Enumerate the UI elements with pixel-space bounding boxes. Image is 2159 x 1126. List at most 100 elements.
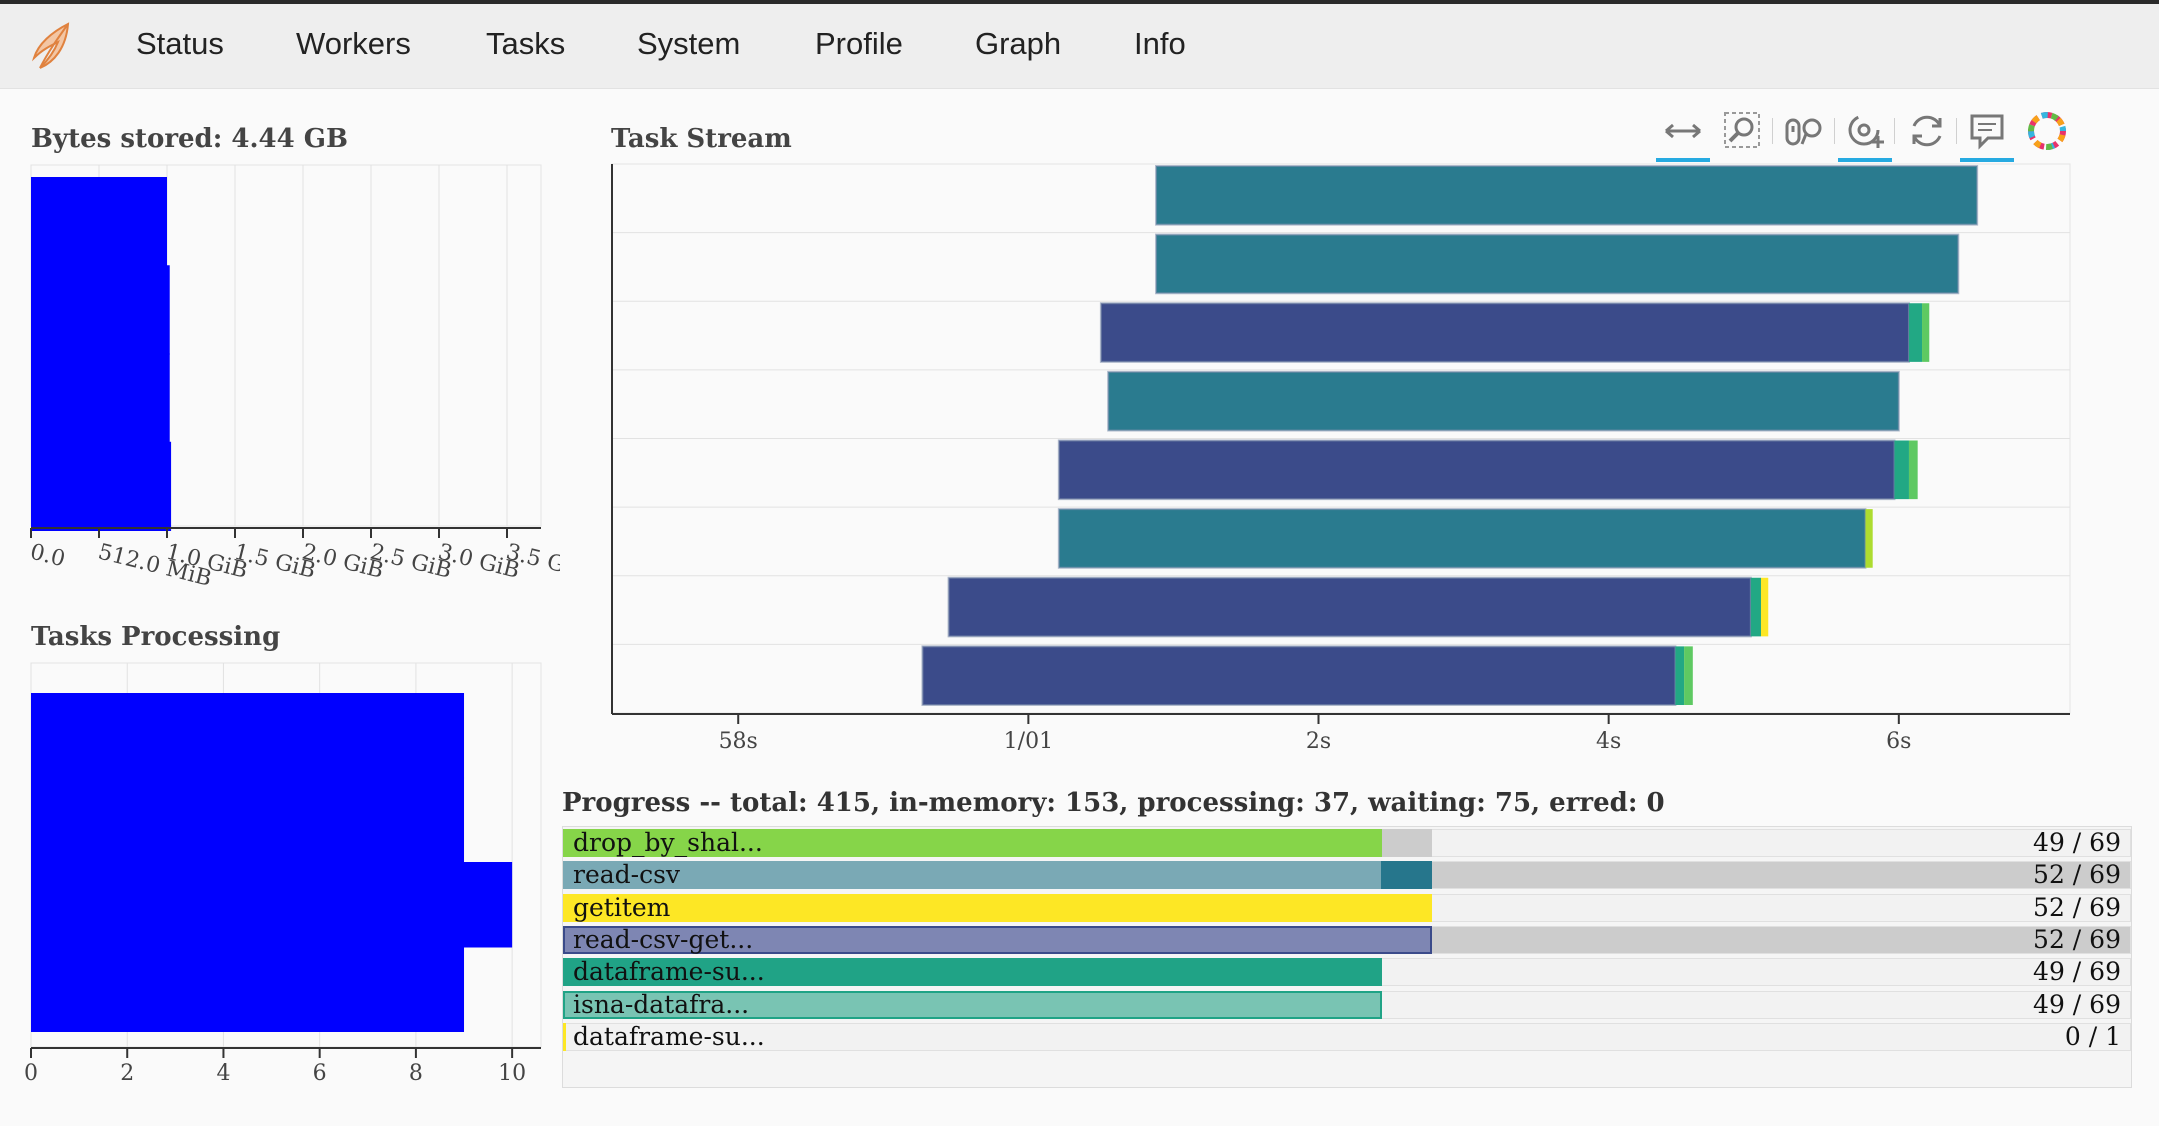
bar <box>31 177 167 267</box>
progress-count: 52 / 69 <box>2033 860 2121 890</box>
progress-count: 52 / 69 <box>2033 892 2121 922</box>
tasks-processing-chart[interactable]: 0 2 4 6 8 10 <box>0 650 560 1100</box>
x-tick-label: 6s <box>1886 729 1911 754</box>
task-bar <box>1750 577 1761 637</box>
progress-row[interactable]: isna-datafra... 49 / 69 <box>563 989 2131 1019</box>
task-bar <box>1057 508 1867 569</box>
tasks-processing-title: Tasks Processing <box>31 622 281 652</box>
top-border <box>0 0 2159 4</box>
x-tick-label: 10 <box>498 1061 526 1086</box>
task-bar <box>1684 646 1693 705</box>
progress-panel: drop_by_shal... 49 / 69 read-csv 52 / 69 get… <box>562 826 2132 1088</box>
task-stream-chart[interactable]: 58s 1/01 2s 4s 6s <box>580 150 2100 770</box>
zoom-in-icon <box>1848 114 1884 148</box>
progress-track <box>563 1022 2131 1051</box>
toolbar-separator <box>1834 118 1835 144</box>
task-bar <box>1865 509 1873 568</box>
bytes-stored-title: Bytes stored: 4.44 GB <box>31 124 348 154</box>
task-bar <box>1760 577 1769 637</box>
bokeh-logo-icon <box>2028 112 2066 150</box>
progress-title: Progress -- total: 415, in-memory: 153, … <box>562 788 1665 818</box>
progress-label: read-csv <box>573 860 681 890</box>
task-bar <box>1155 233 1960 295</box>
x-tick-label: 8 <box>409 1061 423 1086</box>
pan-icon <box>1665 123 1701 139</box>
x-tick-label: 0.0 <box>28 540 68 573</box>
task-bar <box>1099 302 1910 363</box>
x-tick-label: 1/01 <box>1004 729 1053 754</box>
progress-label: dataframe-su... <box>573 1021 765 1051</box>
pan-tool[interactable] <box>1656 106 1710 162</box>
bar <box>31 441 172 531</box>
nav-workers[interactable]: Workers <box>296 26 411 61</box>
progress-label: getitem <box>573 892 671 922</box>
task-bar <box>1107 370 1900 432</box>
task-bar <box>947 576 1752 638</box>
progress-label: isna-datafra... <box>573 989 750 1019</box>
x-tick-label: 0 <box>24 1061 38 1086</box>
task-bar <box>1908 303 1923 362</box>
task-bar <box>1057 439 1896 501</box>
progress-memory-bar <box>563 958 1383 987</box>
reset-tool[interactable] <box>1900 106 1954 160</box>
toolbar-separator <box>1894 118 1895 144</box>
task-bar <box>1922 303 1930 362</box>
navbar: Status Workers Tasks System Profile Grap… <box>0 4 2159 89</box>
box-zoom-icon <box>1724 112 1760 148</box>
progress-label: read-csv-get... <box>573 924 754 954</box>
bar <box>31 946 465 1032</box>
progress-row[interactable]: dataframe-su... 0 / 1 <box>563 1021 2131 1051</box>
bar <box>31 862 513 948</box>
progress-row[interactable]: dataframe-su... 49 / 69 <box>563 957 2131 987</box>
progress-count: 49 / 69 <box>2033 957 2121 987</box>
progress-memory-bar <box>563 925 1432 954</box>
progress-label: drop_by_shal... <box>573 828 763 857</box>
nav-system[interactable]: System <box>637 26 741 61</box>
progress-row[interactable]: drop_by_shal... 49 / 69 <box>563 829 2131 857</box>
box-zoom-tool[interactable] <box>1716 106 1770 160</box>
task-bar <box>1155 165 1979 226</box>
wheel-zoom-icon <box>1785 118 1822 146</box>
x-tick-label: 2s <box>1306 729 1331 754</box>
reset-icon <box>1912 115 1942 147</box>
progress-row[interactable]: read-csv 52 / 69 <box>563 860 2131 890</box>
toolbar-separator <box>1772 118 1773 144</box>
progress-count: 52 / 69 <box>2033 924 2121 954</box>
progress-row[interactable]: read-csv-get... 52 / 69 <box>563 924 2131 954</box>
x-tick-label: 58s <box>719 729 758 754</box>
nav-info[interactable]: Info <box>1134 26 1186 61</box>
nav-profile[interactable]: Profile <box>815 26 903 61</box>
task-bar <box>921 645 1677 706</box>
task-bar <box>1894 440 1909 500</box>
nav-graph[interactable]: Graph <box>975 26 1062 61</box>
progress-memory-bar <box>563 893 1432 922</box>
progress-memory-bar <box>563 829 1383 857</box>
x-tick-label: 6 <box>313 1061 327 1086</box>
nav-status[interactable]: Status <box>136 26 224 61</box>
progress-memory-bar <box>563 1022 566 1051</box>
nav-tasks[interactable]: Tasks <box>486 26 566 61</box>
progress-count: 49 / 69 <box>2033 989 2121 1019</box>
toolbar-separator <box>1956 118 1957 144</box>
x-tick-label: 4 <box>216 1061 230 1086</box>
task-bar <box>1675 646 1685 705</box>
bokeh-logo[interactable] <box>2020 106 2074 160</box>
bar <box>31 265 170 355</box>
x-tick-label: 2 <box>120 1061 134 1086</box>
task-bar <box>1908 440 1918 500</box>
progress-memory-bar <box>563 861 1381 890</box>
progress-processing-bar <box>1382 829 1432 857</box>
zoom-in-tool[interactable] <box>1838 106 1892 162</box>
hover-tool[interactable] <box>1960 106 2014 162</box>
bar <box>31 777 465 863</box>
progress-label: dataframe-su... <box>573 957 765 987</box>
progress-count: 49 / 69 <box>2033 828 2121 857</box>
progress-row[interactable]: getitem 52 / 69 <box>563 892 2131 922</box>
dask-logo-icon[interactable] <box>28 18 78 74</box>
x-tick-label: 4s <box>1596 729 1621 754</box>
progress-memory-bar <box>563 990 1383 1019</box>
progress-processing-bar <box>1380 861 1432 890</box>
wheel-zoom-tool[interactable] <box>1778 106 1832 160</box>
bar <box>31 353 170 443</box>
